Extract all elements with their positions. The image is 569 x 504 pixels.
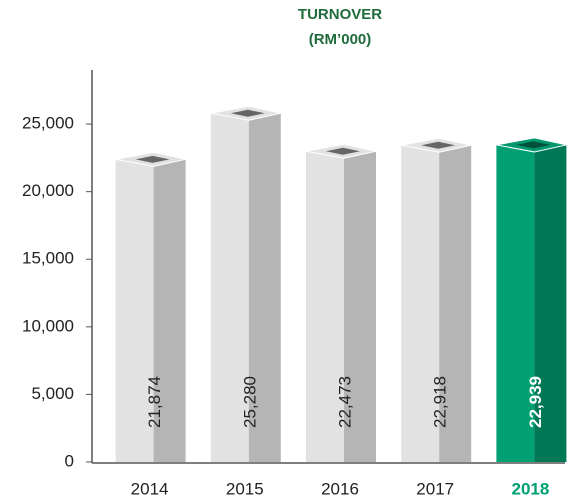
y-tick-label: 0	[65, 451, 74, 470]
value-label: 22,918	[431, 376, 450, 428]
bar-front	[401, 145, 440, 463]
bar-side	[439, 145, 472, 463]
chart-subtitle: (RM’000)	[309, 31, 372, 48]
y-tick-label: 20,000	[22, 181, 74, 200]
x-tick-label: 2015	[226, 479, 264, 498]
y-tick-label: 10,000	[22, 316, 74, 335]
value-label: 25,280	[240, 376, 259, 428]
bar-top-inner	[135, 155, 170, 163]
value-label: 21,874	[145, 376, 164, 428]
value-label: 22,473	[335, 376, 354, 428]
x-tick-label: 2016	[321, 479, 359, 498]
bar-top-inner	[326, 147, 360, 155]
bar-side	[153, 159, 186, 463]
x-tick-label: 2014	[131, 479, 169, 498]
x-tick-label: 2018	[511, 479, 549, 498]
x-tick-label: 2017	[416, 479, 454, 498]
bar-side	[534, 144, 567, 463]
bar-side	[248, 113, 281, 462]
bar-top-inner	[516, 141, 551, 149]
bar	[210, 105, 281, 462]
bar-top-inner	[230, 109, 265, 117]
y-tick-label: 5,000	[31, 384, 74, 403]
y-tick-label: 15,000	[22, 249, 74, 268]
bar	[401, 137, 472, 463]
bar-top-inner	[421, 141, 456, 149]
bar	[496, 137, 567, 463]
bar	[115, 151, 186, 463]
bar-front	[496, 144, 535, 463]
bar	[305, 143, 377, 462]
value-label: 22,939	[526, 376, 545, 428]
bar-front	[210, 113, 249, 462]
chart-title: TURNOVER	[298, 6, 382, 23]
bar-side	[344, 151, 376, 462]
bar-front	[115, 159, 154, 463]
y-tick-label: 25,000	[22, 114, 74, 133]
bar-front	[306, 151, 344, 462]
